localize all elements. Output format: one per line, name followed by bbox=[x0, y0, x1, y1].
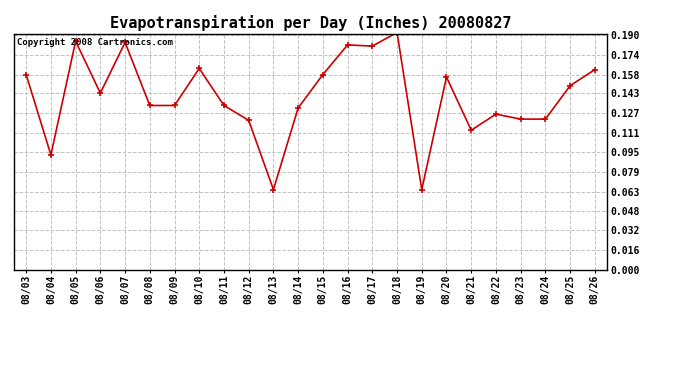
Text: Copyright 2008 Cartronics.com: Copyright 2008 Cartronics.com bbox=[17, 39, 172, 48]
Title: Evapotranspiration per Day (Inches) 20080827: Evapotranspiration per Day (Inches) 2008… bbox=[110, 15, 511, 31]
